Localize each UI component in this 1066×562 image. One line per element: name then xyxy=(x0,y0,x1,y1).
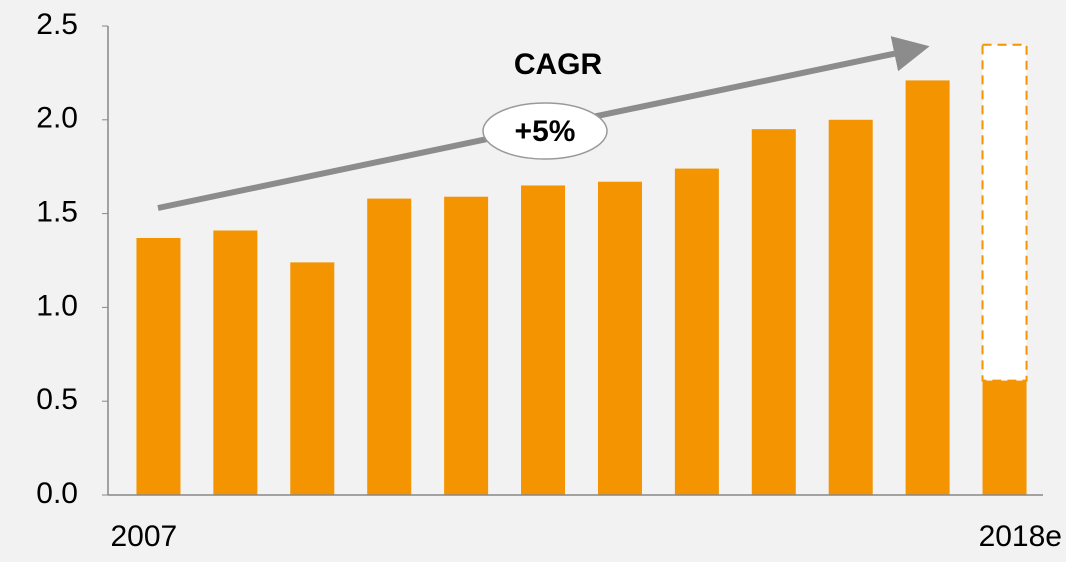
annotation: +5% xyxy=(515,115,576,148)
bar xyxy=(982,380,1027,495)
y-tick-label: 0.0 xyxy=(36,477,78,510)
bar xyxy=(905,80,950,496)
bar xyxy=(213,230,258,495)
y-tick-label: 1.0 xyxy=(36,289,78,322)
bar xyxy=(521,185,566,495)
bar xyxy=(674,168,719,496)
y-tick-label: 2.5 xyxy=(36,8,78,41)
x-tick-label: 2007 xyxy=(110,520,177,553)
estimate-bar xyxy=(981,43,1028,382)
annotation: CAGR xyxy=(514,48,603,81)
bar xyxy=(597,181,642,495)
bar xyxy=(751,129,796,495)
bar xyxy=(828,119,873,496)
bar xyxy=(367,198,412,496)
bar xyxy=(136,237,181,495)
y-tick-label: 2.0 xyxy=(36,102,78,135)
bars xyxy=(136,43,1028,496)
y-tick-label: 0.5 xyxy=(36,383,78,416)
cagr-badge xyxy=(482,102,608,160)
bar xyxy=(290,262,335,495)
x-tick-label: 2018e xyxy=(979,520,1062,553)
bar xyxy=(444,196,489,495)
y-tick-label: 1.5 xyxy=(36,196,78,229)
